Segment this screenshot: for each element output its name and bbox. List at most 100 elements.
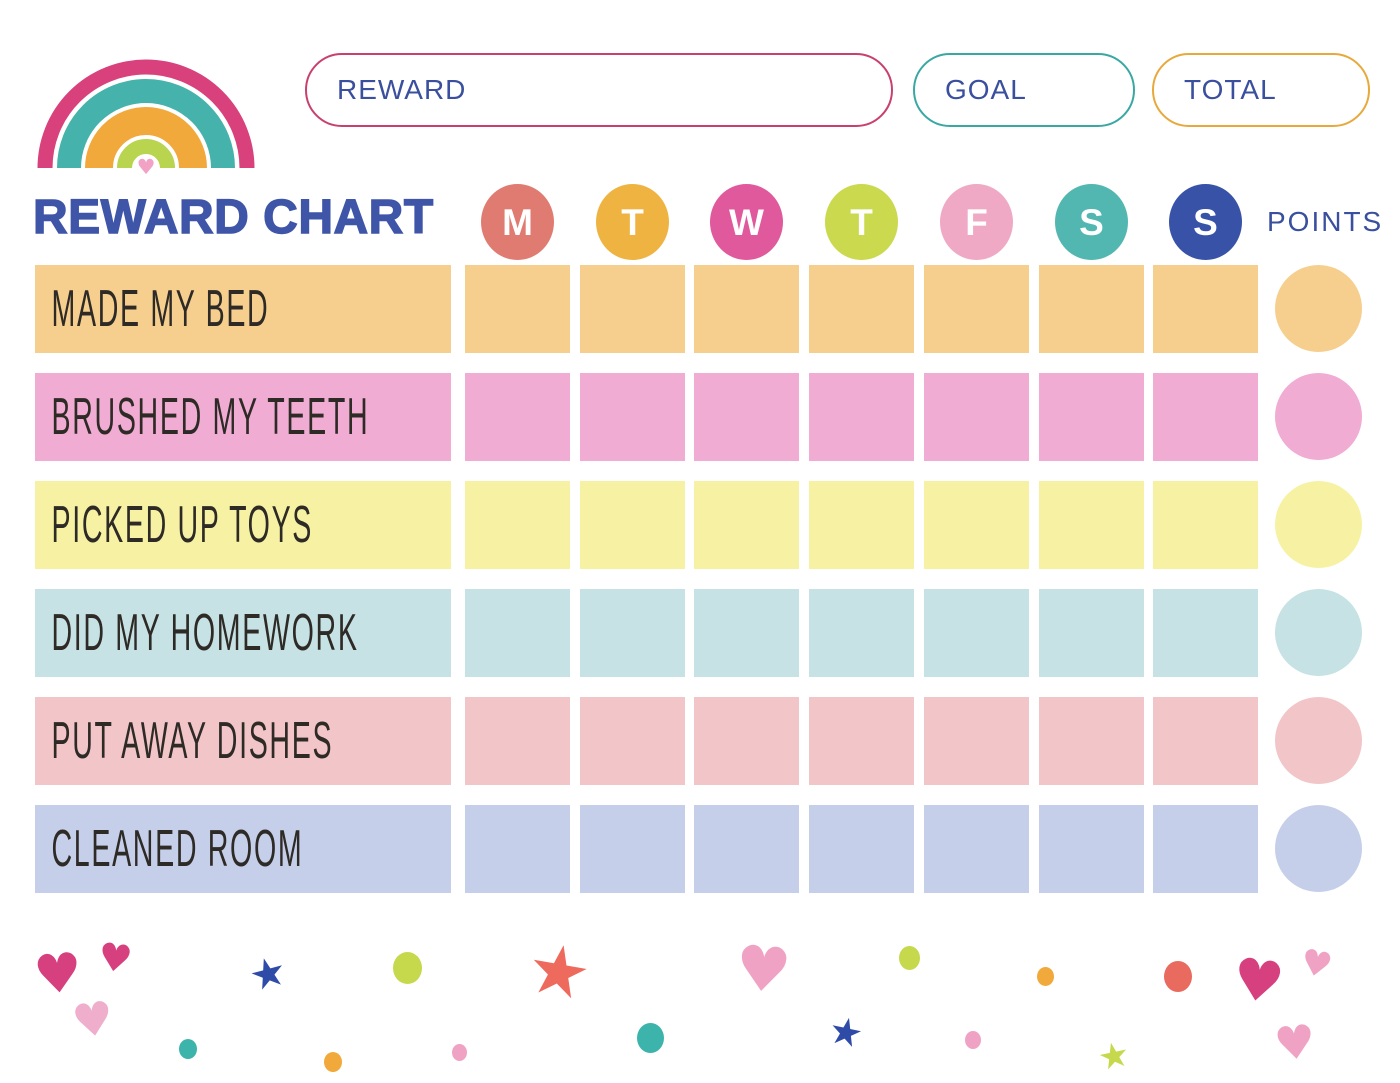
task-label-row6: CLEANED ROOM — [35, 805, 451, 893]
total-field-label: TOTAL — [1184, 74, 1277, 105]
day-cell-r4-c4[interactable] — [809, 589, 914, 677]
task-text: PUT AWAY DISHES — [51, 712, 334, 770]
task-text: BRUSHED MY TEETH — [51, 388, 370, 446]
day-circle-7: S — [1169, 184, 1242, 260]
day-letter: T — [621, 201, 644, 243]
points-column-label: POINTS — [1267, 206, 1384, 237]
day-cell-r6-c2[interactable] — [580, 805, 685, 893]
day-circle-4: T — [825, 184, 898, 260]
star-decoration: ★ — [824, 1007, 868, 1058]
points-circle-r3[interactable] — [1275, 481, 1362, 568]
day-cell-r3-c7[interactable] — [1153, 481, 1258, 569]
task-label-row2: BRUSHED MY TEETH — [35, 373, 451, 461]
day-cell-r2-c6[interactable] — [1039, 373, 1144, 461]
day-letter: S — [1079, 201, 1104, 243]
day-letter: T — [850, 201, 873, 243]
day-cell-r6-c6[interactable] — [1039, 805, 1144, 893]
day-cell-r3-c3[interactable] — [694, 481, 799, 569]
day-cell-r5-c1[interactable] — [465, 697, 570, 785]
day-cell-r6-c5[interactable] — [924, 805, 1029, 893]
day-cell-r5-c4[interactable] — [809, 697, 914, 785]
dot-decoration — [1164, 961, 1192, 993]
points-circle-r4[interactable] — [1275, 589, 1362, 676]
heart-decoration: ♥ — [1228, 945, 1288, 1018]
dot-decoration — [1036, 967, 1054, 987]
day-cell-r2-c1[interactable] — [465, 373, 570, 461]
task-text: PICKED UP TOYS — [51, 496, 314, 554]
reward-field-label: REWARD — [337, 74, 467, 105]
dot-decoration — [965, 1031, 981, 1050]
day-cell-r6-c3[interactable] — [694, 805, 799, 893]
day-cell-r4-c2[interactable] — [580, 589, 685, 677]
task-text: DID MY HOMEWORK — [51, 604, 359, 662]
day-cell-r5-c2[interactable] — [580, 697, 685, 785]
heart-decoration: ♥ — [95, 933, 135, 983]
day-cell-r2-c2[interactable] — [580, 373, 685, 461]
day-cell-r1-c2[interactable] — [580, 265, 685, 353]
day-circle-3: W — [710, 184, 783, 260]
day-cell-r4-c3[interactable] — [694, 589, 799, 677]
day-cell-r4-c6[interactable] — [1039, 589, 1144, 677]
reward-field[interactable]: REWARD — [305, 53, 893, 127]
day-cell-r6-c7[interactable] — [1153, 805, 1258, 893]
day-cell-r4-c7[interactable] — [1153, 589, 1258, 677]
day-circle-6: S — [1055, 184, 1128, 260]
day-cell-r6-c4[interactable] — [809, 805, 914, 893]
star-decoration: ★ — [520, 925, 598, 1018]
day-cell-r4-c5[interactable] — [924, 589, 1029, 677]
dot-decoration — [898, 946, 920, 971]
goal-field-label: GOAL — [945, 74, 1027, 105]
day-cell-r3-c4[interactable] — [809, 481, 914, 569]
day-cell-r2-c3[interactable] — [694, 373, 799, 461]
task-text: CLEANED ROOM — [51, 820, 304, 878]
heart-icon: ♥ — [137, 155, 156, 178]
day-cell-r5-c5[interactable] — [924, 697, 1029, 785]
heart-decoration: ♥ — [732, 930, 794, 1009]
day-cell-r4-c1[interactable] — [465, 589, 570, 677]
heart-decoration: ♥ — [1296, 941, 1336, 988]
points-circle-r6[interactable] — [1275, 805, 1362, 892]
day-cell-r6-c1[interactable] — [465, 805, 570, 893]
day-cell-r2-c5[interactable] — [924, 373, 1029, 461]
task-label-row3: PICKED UP TOYS — [35, 481, 451, 569]
day-letter: S — [1193, 201, 1218, 243]
day-letter: M — [502, 201, 533, 243]
day-cell-r5-c7[interactable] — [1153, 697, 1258, 785]
dot-decoration — [179, 1038, 197, 1059]
day-cell-r1-c6[interactable] — [1039, 265, 1144, 353]
day-cell-r5-c3[interactable] — [694, 697, 799, 785]
heart-decoration: ♥ — [68, 990, 118, 1050]
star-decoration: ★ — [243, 945, 292, 1002]
points-circle-r5[interactable] — [1275, 697, 1362, 784]
day-cell-r1-c4[interactable] — [809, 265, 914, 353]
day-cell-r5-c6[interactable] — [1039, 697, 1144, 785]
task-label-row4: DID MY HOMEWORK — [35, 589, 451, 677]
dot-decoration — [324, 1051, 342, 1072]
task-label-row5: PUT AWAY DISHES — [35, 697, 451, 785]
dot-decoration — [392, 951, 422, 984]
day-cell-r2-c4[interactable] — [809, 373, 914, 461]
points-circle-r1[interactable] — [1275, 265, 1362, 352]
heart-decoration: ♥ — [1271, 1013, 1319, 1072]
dot-decoration — [636, 1022, 664, 1053]
rainbow-logo: ♥ — [37, 59, 255, 178]
goal-field[interactable]: GOAL — [913, 53, 1135, 127]
day-cell-r1-c3[interactable] — [694, 265, 799, 353]
day-cell-r3-c6[interactable] — [1039, 481, 1144, 569]
day-circle-5: F — [940, 184, 1013, 260]
day-letter: F — [965, 201, 988, 243]
day-letter: W — [729, 201, 764, 243]
day-cell-r1-c7[interactable] — [1153, 265, 1258, 353]
total-field[interactable]: TOTAL — [1152, 53, 1370, 127]
dot-decoration — [451, 1043, 467, 1061]
day-cell-r2-c7[interactable] — [1153, 373, 1258, 461]
day-cell-r3-c2[interactable] — [580, 481, 685, 569]
day-cell-r1-c5[interactable] — [924, 265, 1029, 353]
day-cell-r3-c1[interactable] — [465, 481, 570, 569]
points-circle-r2[interactable] — [1275, 373, 1362, 460]
day-cell-r1-c1[interactable] — [465, 265, 570, 353]
page-title: REWARD CHART — [32, 190, 434, 244]
day-cell-r3-c5[interactable] — [924, 481, 1029, 569]
day-circle-2: T — [596, 184, 669, 260]
